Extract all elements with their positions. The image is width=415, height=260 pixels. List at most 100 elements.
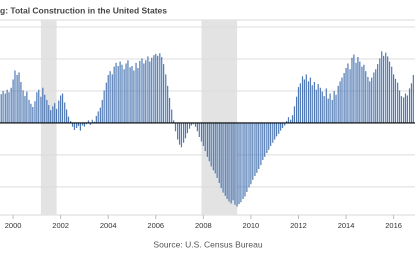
bar	[34, 101, 36, 123]
bar	[2, 90, 4, 123]
bar	[270, 122, 272, 146]
bar	[73, 122, 76, 130]
x-tick-label: 2010	[243, 221, 260, 230]
bar	[139, 60, 141, 123]
bar	[242, 122, 244, 200]
bar	[246, 122, 248, 192]
bar	[280, 122, 282, 131]
bar	[361, 66, 363, 123]
bar	[275, 122, 278, 137]
x-tick-label: 2012	[290, 221, 307, 230]
bar	[284, 122, 286, 126]
bar	[226, 122, 228, 200]
bar	[329, 93, 331, 123]
bar	[272, 122, 274, 143]
bar	[12, 79, 14, 123]
bar	[99, 107, 101, 123]
bar	[111, 74, 113, 123]
bar	[155, 53, 157, 123]
bar	[60, 95, 62, 123]
bar	[325, 88, 327, 123]
bar	[375, 69, 377, 123]
bar	[198, 122, 200, 137]
bar	[274, 122, 276, 140]
bar	[287, 117, 290, 123]
bar	[131, 66, 133, 123]
bar	[200, 122, 203, 142]
bar	[117, 66, 119, 123]
bar	[22, 90, 24, 123]
bar	[40, 96, 42, 123]
bar	[77, 122, 80, 127]
bar	[250, 122, 252, 185]
bar	[331, 99, 333, 123]
bar	[406, 95, 408, 123]
bar	[161, 57, 163, 123]
bar	[186, 122, 189, 134]
bar	[258, 122, 260, 169]
bar	[202, 122, 204, 146]
bar	[319, 87, 321, 123]
bar	[359, 61, 361, 123]
bar	[190, 122, 193, 126]
bar	[412, 74, 414, 123]
x-tick-label: 2004	[100, 221, 117, 230]
bar	[147, 56, 149, 123]
bar	[307, 81, 310, 123]
x-tick-label: 2006	[147, 221, 164, 230]
bar	[64, 102, 66, 123]
bar	[410, 83, 413, 123]
bar	[177, 122, 179, 140]
bar	[119, 61, 121, 123]
bar	[290, 119, 292, 123]
bar	[61, 93, 64, 123]
bar	[339, 81, 341, 123]
bar	[295, 96, 298, 123]
bar	[347, 63, 349, 123]
bar	[268, 122, 270, 150]
bar	[397, 82, 399, 123]
bar	[402, 97, 405, 123]
bar	[10, 87, 12, 123]
bar	[206, 122, 208, 157]
bar	[174, 122, 177, 132]
bar	[392, 74, 395, 123]
source-note: Source: U.S. Census Bureau	[153, 239, 262, 249]
bar	[400, 96, 403, 123]
bar	[145, 60, 147, 123]
bar	[163, 64, 165, 123]
bar	[103, 90, 105, 123]
bar	[285, 121, 288, 123]
bar	[371, 77, 373, 123]
bar	[182, 122, 185, 143]
bar	[236, 122, 238, 207]
bar	[173, 120, 175, 123]
bar	[228, 122, 230, 202]
bar	[127, 60, 129, 123]
bar	[208, 122, 210, 162]
bar	[143, 63, 145, 123]
bar	[333, 90, 335, 123]
bar	[214, 122, 216, 174]
bar	[65, 109, 68, 123]
bar	[216, 122, 218, 178]
bar	[42, 87, 44, 123]
bar	[311, 85, 313, 123]
bar	[171, 109, 173, 123]
bar	[8, 92, 10, 123]
bar	[383, 55, 385, 123]
bar	[101, 99, 103, 123]
bar	[363, 64, 365, 123]
bar	[113, 66, 115, 123]
bar	[54, 103, 56, 123]
bar	[4, 93, 6, 123]
bar	[159, 53, 161, 123]
bar	[87, 120, 90, 123]
bar	[260, 122, 262, 166]
bar	[75, 122, 78, 129]
bar	[70, 121, 72, 123]
bar	[0, 94, 2, 123]
bar	[14, 70, 16, 123]
bar	[335, 94, 337, 123]
chart-title: g: Total Construction in the United Stat…	[0, 5, 167, 15]
